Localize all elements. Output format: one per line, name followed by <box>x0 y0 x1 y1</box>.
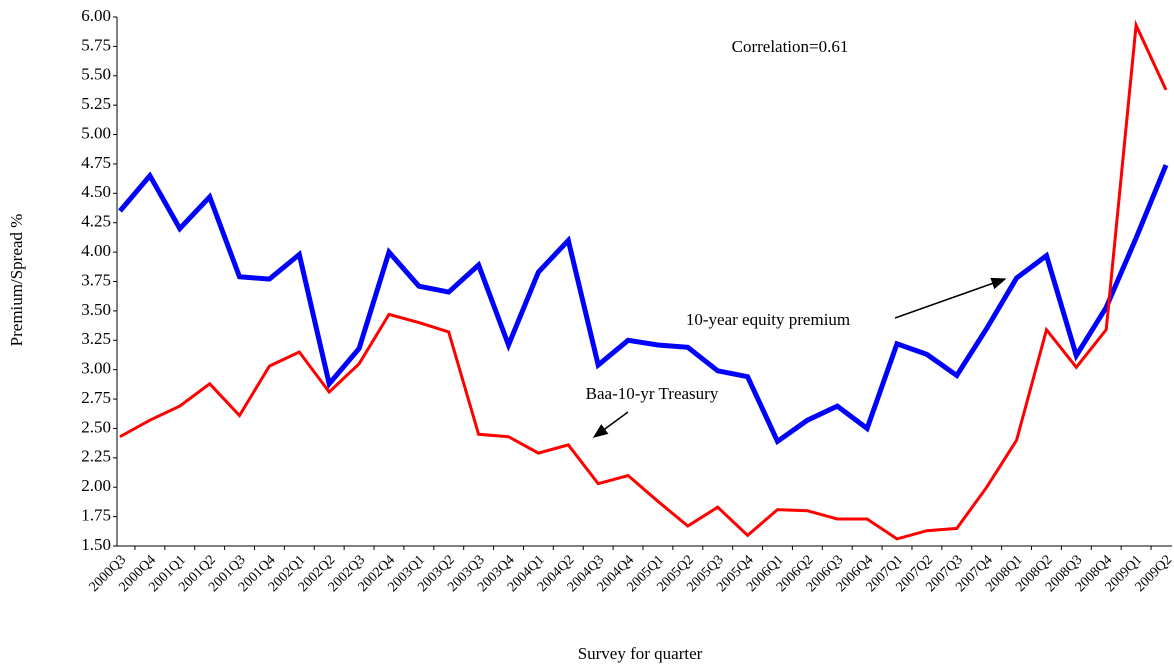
y-axis-label: Premium/Spread % <box>7 214 26 347</box>
y-tick-label: 4.50 <box>81 182 111 201</box>
y-tick-label: 3.25 <box>81 329 111 348</box>
y-tick-label: 1.50 <box>81 535 111 554</box>
y-tick-label: 5.00 <box>81 123 111 142</box>
arrow <box>594 412 628 437</box>
series-label: 10-year equity premium <box>686 310 850 329</box>
y-tick-label: 4.00 <box>81 241 111 260</box>
y-tick-label: 5.25 <box>81 94 111 113</box>
y-tick-label: 3.50 <box>81 300 111 319</box>
y-tick-label: 2.00 <box>81 476 111 495</box>
y-tick-label: 2.75 <box>81 388 111 407</box>
y-tick-label: 6.00 <box>81 6 111 25</box>
annotation: Correlation=0.61 <box>732 37 849 56</box>
y-tick-label: 5.50 <box>81 65 111 84</box>
series-label: Baa-10-yr Treasury <box>586 384 719 403</box>
y-tick-label: 4.75 <box>81 153 111 172</box>
x-axis-label: Survey for quarter <box>578 644 703 663</box>
y-tick-label: 5.75 <box>81 35 111 54</box>
y-tick-label: 1.75 <box>81 506 111 525</box>
y-tick-label: 2.50 <box>81 417 111 436</box>
y-tick-label: 4.25 <box>81 212 111 231</box>
y-tick-label: 2.25 <box>81 447 111 466</box>
y-tick-label: 3.00 <box>81 359 111 378</box>
line <box>120 25 1166 539</box>
arrow <box>895 279 1005 318</box>
y-tick-label: 3.75 <box>81 270 111 289</box>
